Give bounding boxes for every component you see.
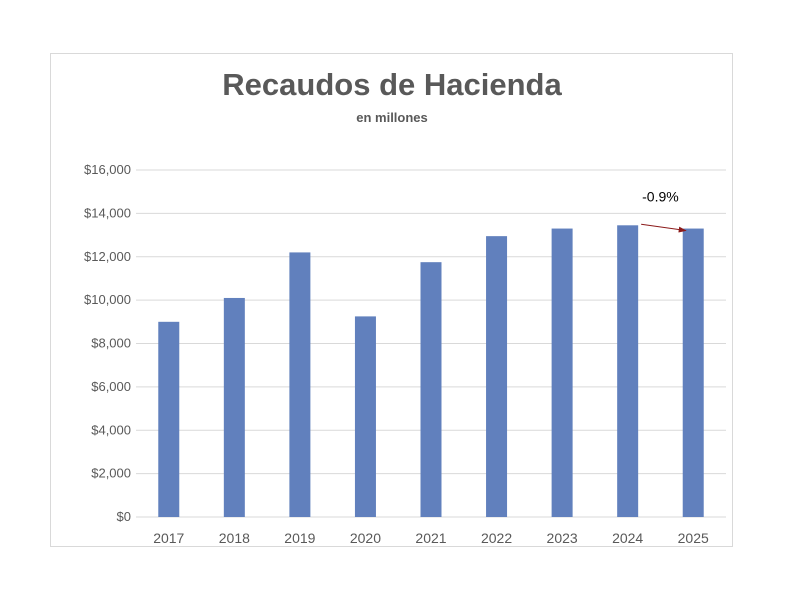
y-tick-label: $0 <box>117 509 131 524</box>
x-tick-label: 2022 <box>481 530 512 546</box>
bar-2025 <box>682 228 704 517</box>
y-axis-ticks: $0 $2,000 $4,000 $6,000 $8,000 $10,000 $12,000… <box>84 162 131 524</box>
x-tick-label: 2025 <box>678 530 709 546</box>
x-tick-label: 2021 <box>415 530 446 546</box>
y-tick-label: $6,000 <box>91 379 131 394</box>
y-tick-label: $10,000 <box>84 292 131 307</box>
bar-2023 <box>551 228 573 517</box>
x-tick-label: 2018 <box>219 530 250 546</box>
bar-2022 <box>486 236 508 517</box>
chart-frame: Recaudos de Hacienda en millones $0 $2,00… <box>50 53 733 547</box>
chart-subtitle: en millones <box>356 110 428 125</box>
x-tick-label: 2023 <box>547 530 578 546</box>
annotation: -0.9% <box>641 188 687 233</box>
x-axis-ticks: 2017 2018 2019 2020 2021 2022 2023 2024 2025 <box>153 530 709 546</box>
bars <box>158 225 704 517</box>
bar-chart: Recaudos de Hacienda en millones $0 $2,00… <box>84 67 726 546</box>
y-tick-label: $2,000 <box>91 466 131 481</box>
change-annotation-label: -0.9% <box>642 188 679 204</box>
x-tick-label: 2017 <box>153 530 184 546</box>
bar-2017 <box>158 321 180 517</box>
y-tick-label: $16,000 <box>84 162 131 177</box>
chart-title: Recaudos de Hacienda <box>222 67 562 102</box>
bar-2018 <box>223 297 245 517</box>
y-tick-label: $8,000 <box>91 336 131 351</box>
bar-2020 <box>354 316 376 517</box>
x-tick-label: 2024 <box>612 530 643 546</box>
y-tick-label: $4,000 <box>91 422 131 437</box>
y-tick-label: $14,000 <box>84 205 131 220</box>
y-tick-label: $12,000 <box>84 249 131 264</box>
bar-2019 <box>289 252 311 517</box>
x-tick-label: 2020 <box>350 530 381 546</box>
bar-2021 <box>420 262 442 517</box>
x-tick-label: 2019 <box>284 530 315 546</box>
bar-2024 <box>617 225 639 517</box>
change-annotation-arrow <box>641 223 687 233</box>
